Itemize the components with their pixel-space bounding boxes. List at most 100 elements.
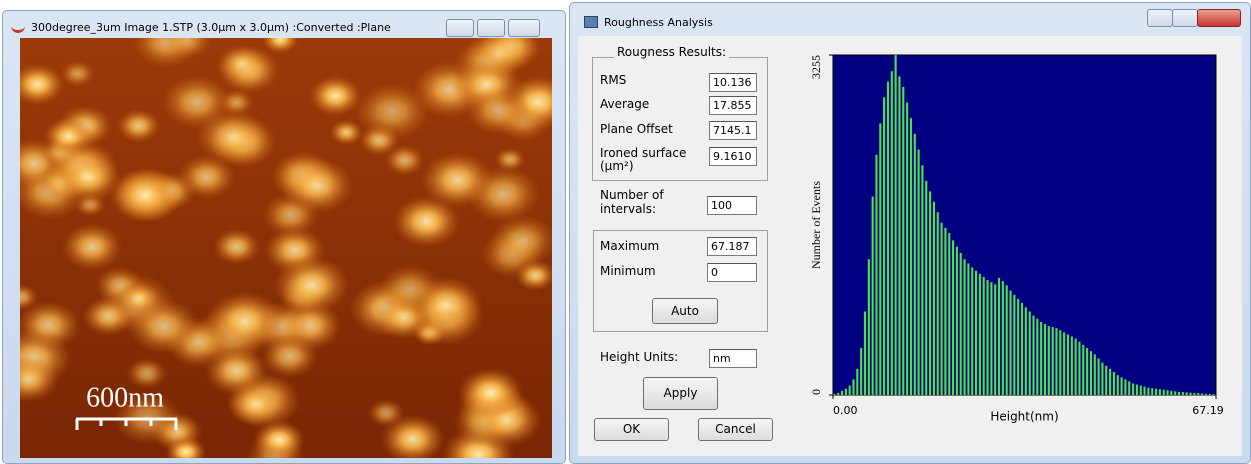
field-label: RMS	[600, 73, 626, 87]
bar	[1094, 354, 1096, 395]
bar	[872, 197, 874, 395]
bar	[1063, 332, 1065, 395]
bar	[898, 76, 900, 395]
y-axis-title: Number of Events	[809, 181, 823, 269]
grain	[206, 291, 284, 351]
grain	[355, 83, 431, 141]
maximize-button[interactable]	[477, 19, 505, 37]
plot-area	[833, 55, 1216, 395]
height-units-label: Height Units:	[600, 350, 678, 364]
screen: 300degree_3um Image 1.STP (3.0µm x 3.0µm…	[0, 0, 1251, 464]
bar	[1013, 295, 1015, 395]
minimum-value[interactable]: 0	[707, 263, 757, 282]
bar	[937, 212, 939, 395]
bar	[1006, 285, 1008, 395]
bar	[1105, 366, 1107, 395]
bar	[1144, 387, 1146, 395]
grain	[309, 76, 362, 116]
bar	[918, 150, 920, 395]
grain	[421, 152, 494, 208]
bar	[1166, 390, 1168, 395]
maximum-value[interactable]: 67.187	[707, 237, 757, 256]
grain	[196, 109, 268, 165]
bar	[1128, 381, 1130, 395]
intervals-value[interactable]: 100	[707, 196, 757, 215]
close-button[interactable]	[1197, 9, 1241, 27]
minimize-button[interactable]	[1147, 9, 1173, 27]
group-title: Rougness Results:	[614, 45, 729, 59]
bar	[1117, 375, 1119, 395]
bar	[929, 191, 931, 395]
grain	[330, 120, 363, 146]
field-value[interactable]: 7145.1	[709, 121, 757, 140]
bar	[952, 240, 954, 395]
close-button[interactable]	[508, 19, 540, 37]
bar	[998, 278, 1000, 395]
bar	[864, 311, 866, 395]
bar	[837, 393, 839, 395]
bar	[883, 97, 885, 395]
bar	[1159, 389, 1161, 395]
bar	[1163, 390, 1165, 395]
bar	[1101, 363, 1103, 395]
bar	[986, 280, 988, 395]
grain	[61, 223, 122, 270]
field-value[interactable]: 9.1610	[709, 147, 757, 166]
bar	[1048, 326, 1050, 395]
y-tick-label: 3255	[809, 55, 823, 79]
y-tick-label: 0	[809, 389, 823, 395]
bar	[906, 103, 908, 395]
bar	[914, 134, 916, 395]
afm-image: 600nm	[20, 38, 552, 458]
bar	[910, 118, 912, 395]
bar	[1170, 391, 1172, 395]
bar	[956, 247, 958, 395]
auto-button[interactable]: Auto	[652, 298, 718, 324]
bar	[891, 71, 893, 395]
apply-button[interactable]: Apply	[643, 377, 718, 410]
intervals-label: Number of intervals:	[600, 188, 690, 216]
grain	[466, 86, 530, 135]
bar	[921, 165, 923, 395]
bar	[1193, 393, 1195, 395]
bar	[845, 389, 847, 395]
bar	[1021, 303, 1023, 395]
bar	[1090, 351, 1092, 395]
bar	[1036, 319, 1038, 395]
bar	[895, 55, 897, 395]
bar	[1052, 327, 1054, 395]
bar	[849, 386, 851, 395]
minimize-button[interactable]	[446, 19, 474, 37]
window-title: 300degree_3um Image 1.STP (3.0µm x 3.0µm…	[31, 21, 391, 34]
bar	[1186, 392, 1188, 395]
field-value[interactable]: 10.136	[709, 73, 757, 92]
bar	[1082, 345, 1084, 395]
bar	[902, 87, 904, 395]
bar	[875, 155, 877, 395]
scale-label: 600nm	[86, 382, 164, 413]
bar	[1029, 311, 1031, 395]
bar	[1197, 393, 1199, 395]
bar	[1212, 394, 1214, 395]
bar	[1174, 391, 1176, 395]
bar	[1055, 328, 1057, 395]
bar	[994, 284, 996, 395]
bar	[1075, 339, 1077, 395]
maximize-button[interactable]	[1172, 9, 1198, 27]
bar	[1205, 394, 1207, 395]
bar	[967, 263, 969, 395]
bar	[1002, 281, 1004, 395]
cancel-button[interactable]: Cancel	[698, 418, 773, 441]
bar	[960, 253, 962, 395]
bar	[879, 123, 881, 395]
bar	[1136, 385, 1138, 395]
bar	[868, 259, 870, 395]
ok-button[interactable]: OK	[594, 418, 669, 441]
x-tick-label: 0.00	[833, 404, 858, 417]
minimum-label: Minimum	[600, 264, 656, 278]
bar	[963, 259, 965, 395]
grain	[117, 109, 161, 143]
field-value[interactable]: 17.855	[709, 96, 757, 115]
height-units-value[interactable]: nm	[709, 349, 757, 368]
